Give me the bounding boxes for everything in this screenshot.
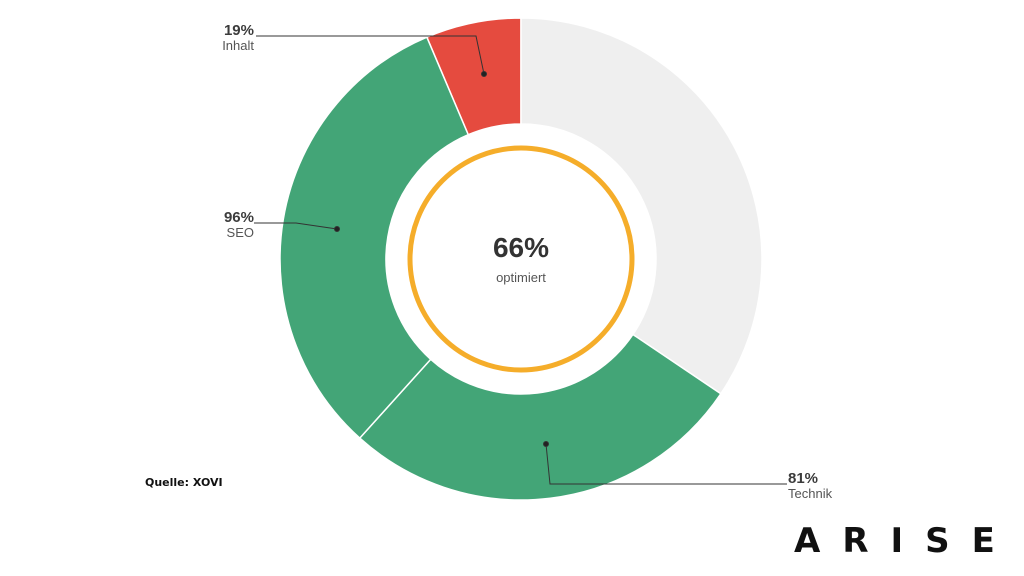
brand-logo: ARISE [794, 521, 1017, 561]
leader-dot-technik [543, 441, 549, 447]
donut-segments [279, 17, 763, 501]
label-technik-name: Technik [788, 486, 833, 501]
segment-seo [279, 36, 470, 440]
label-technik-value: 81% [788, 470, 819, 487]
label-inhalt-value: 19% [223, 22, 254, 39]
center-value: 66% [492, 232, 550, 263]
segment-rest [520, 17, 763, 395]
leader-dot-inhalt [481, 71, 487, 77]
leader-line-technik [545, 443, 787, 485]
leader-line-inhalt [256, 35, 485, 75]
label-inhalt: 19% Inhalt [206, 23, 254, 52]
label-technik: 81% Technik [788, 471, 868, 500]
label-seo-name: SEO [226, 225, 254, 240]
label-seo: 96% SEO [206, 210, 254, 239]
center-summary: 66% optimiert [421, 232, 621, 285]
leader-dot-seo [334, 226, 340, 232]
label-seo-value: 96% [223, 209, 254, 226]
center-label: optimiert [496, 270, 546, 285]
score-ring [407, 145, 635, 373]
source-note: Quelle: XOVI [145, 476, 223, 489]
label-inhalt-name: Inhalt [222, 38, 254, 53]
leader-lines [254, 35, 787, 485]
segment-technik [358, 333, 722, 501]
leader-line-seo [254, 222, 338, 230]
